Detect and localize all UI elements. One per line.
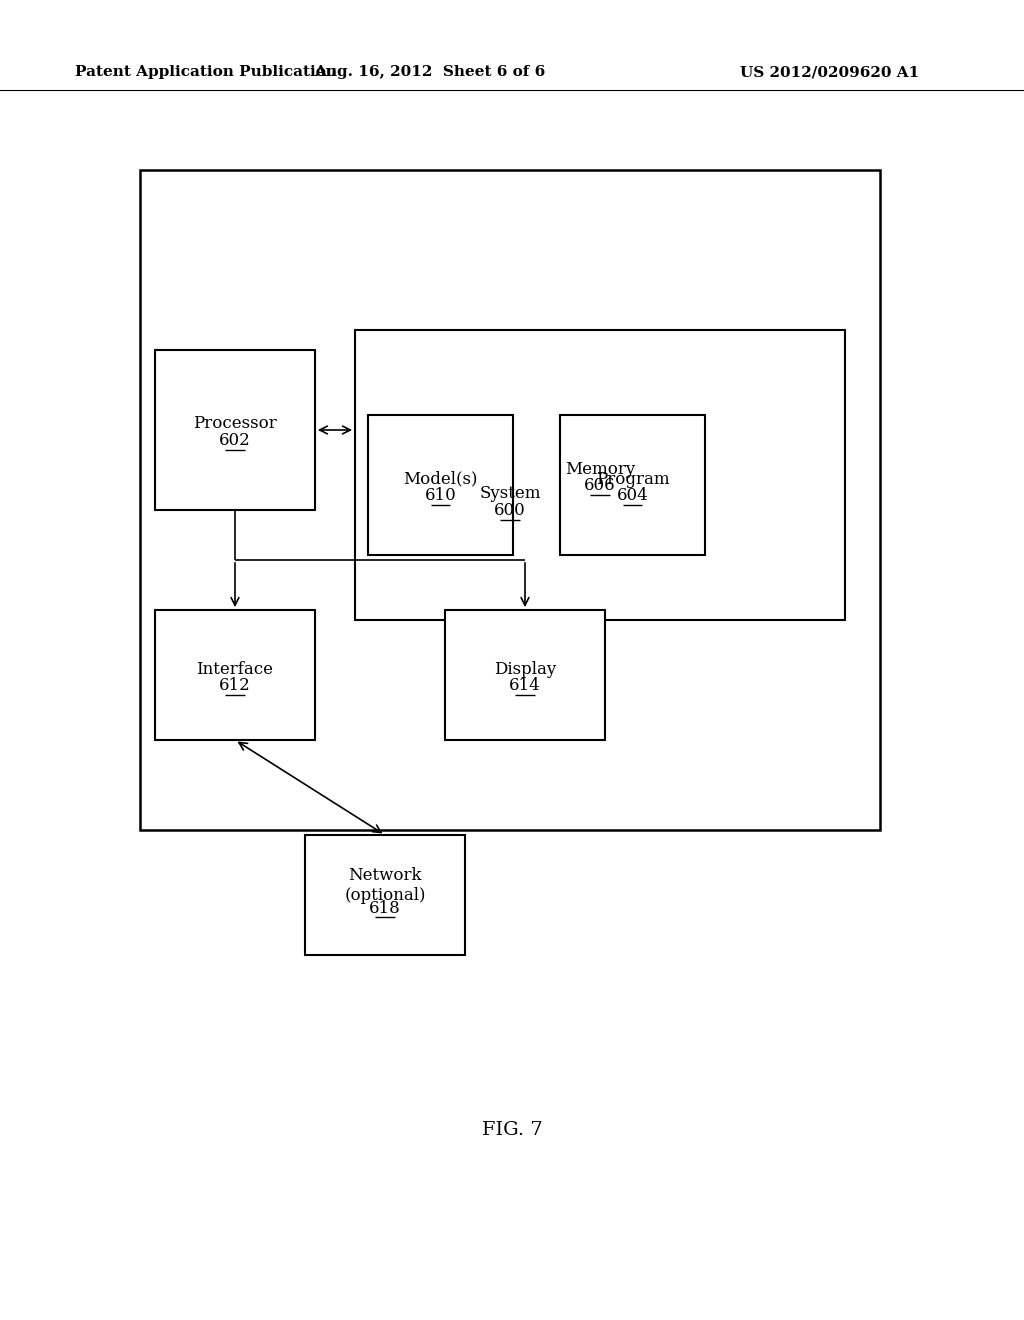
Text: Interface: Interface: [197, 660, 273, 677]
Text: 614: 614: [509, 677, 541, 694]
Bar: [305, 836, 465, 954]
Bar: [140, 170, 880, 830]
Text: 602: 602: [219, 433, 251, 449]
Text: 604: 604: [616, 487, 648, 504]
Text: Display: Display: [494, 660, 556, 677]
Text: Aug. 16, 2012  Sheet 6 of 6: Aug. 16, 2012 Sheet 6 of 6: [314, 65, 546, 79]
Text: 600: 600: [495, 503, 526, 519]
Bar: [445, 610, 605, 741]
Text: Memory: Memory: [565, 461, 635, 478]
Bar: [368, 414, 513, 554]
Text: System: System: [479, 486, 541, 503]
Bar: [355, 330, 845, 620]
Text: FIG. 7: FIG. 7: [481, 1121, 543, 1139]
Bar: [155, 610, 315, 741]
Text: Processor: Processor: [194, 416, 276, 433]
Text: 606: 606: [584, 478, 615, 494]
Text: 610: 610: [425, 487, 457, 504]
Text: 612: 612: [219, 677, 251, 694]
Text: 618: 618: [369, 900, 400, 916]
Text: Patent Application Publication: Patent Application Publication: [75, 65, 337, 79]
Bar: [560, 414, 705, 554]
Text: US 2012/0209620 A1: US 2012/0209620 A1: [740, 65, 920, 79]
Text: Model(s): Model(s): [403, 470, 478, 487]
Text: Program: Program: [596, 470, 670, 487]
Text: Network
(optional): Network (optional): [344, 867, 426, 904]
Bar: [155, 350, 315, 510]
